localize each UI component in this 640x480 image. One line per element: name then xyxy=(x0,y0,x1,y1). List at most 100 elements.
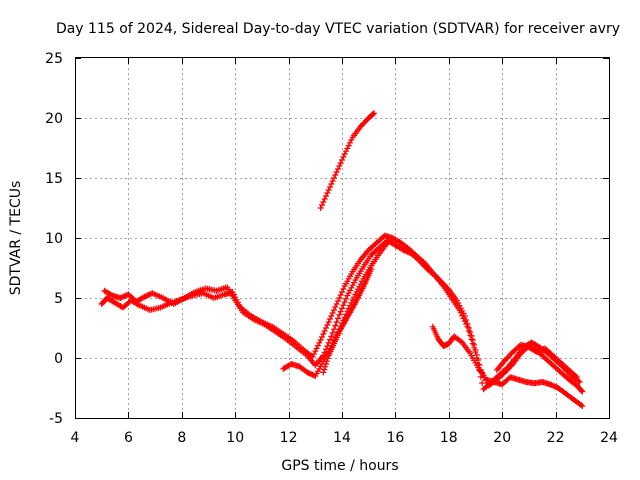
data-point xyxy=(337,160,344,166)
data-point xyxy=(325,187,332,193)
data-point xyxy=(334,298,341,304)
data-point xyxy=(467,332,474,339)
data-point xyxy=(313,345,320,352)
data-point xyxy=(322,361,329,367)
data-point xyxy=(330,307,337,313)
data-point xyxy=(459,312,466,319)
data-point xyxy=(464,323,471,330)
data-point xyxy=(384,239,391,246)
data-point xyxy=(321,328,328,334)
data-point xyxy=(324,355,331,362)
data-point xyxy=(328,313,335,319)
data-point xyxy=(326,184,333,190)
data-point xyxy=(460,315,467,322)
y-tick-label: 10 xyxy=(45,231,63,247)
data-point xyxy=(334,315,341,322)
data-point xyxy=(328,333,335,340)
data-point xyxy=(321,366,328,373)
data-point xyxy=(328,181,335,187)
data-point xyxy=(322,325,329,331)
data-point xyxy=(318,334,325,340)
data-point xyxy=(317,205,324,211)
data-point xyxy=(578,387,585,394)
data-point xyxy=(343,148,350,155)
data-point xyxy=(333,319,340,325)
data-point xyxy=(468,336,475,343)
data-point xyxy=(337,292,344,298)
data-point xyxy=(321,196,328,202)
y-tick-label: 15 xyxy=(45,171,63,187)
tick-labels: 4 6 8 10 12 14 16 18 20 22 24 -5 0 5 10 15 20 25 xyxy=(45,51,618,446)
y-tick-label: 20 xyxy=(45,111,63,127)
data-point xyxy=(573,374,580,381)
data-point xyxy=(572,373,579,379)
data-point xyxy=(579,403,586,409)
data-point xyxy=(340,286,347,292)
data-point xyxy=(347,139,354,146)
y-tick-label: 5 xyxy=(54,291,63,307)
data-point xyxy=(477,373,484,380)
data-point xyxy=(349,297,356,303)
data-point xyxy=(336,163,343,169)
data-point xyxy=(341,151,348,157)
data-point xyxy=(461,318,468,325)
series-track-c xyxy=(317,110,378,211)
data-point xyxy=(577,402,584,408)
data-point xyxy=(457,309,464,316)
data-point xyxy=(324,190,331,196)
chart-title: Day 115 of 2024, Sidereal Day-to-day VTE… xyxy=(56,21,620,37)
data-point xyxy=(371,110,378,117)
data-point xyxy=(370,111,377,117)
data-point xyxy=(343,295,350,302)
data-point xyxy=(465,328,472,334)
data-point xyxy=(322,193,329,199)
data-point xyxy=(575,378,582,384)
data-point xyxy=(463,321,470,327)
data-point xyxy=(576,379,583,385)
data-point xyxy=(314,342,321,349)
series-track-e xyxy=(429,323,586,409)
data-point xyxy=(368,266,375,273)
data-point xyxy=(336,295,343,301)
x-tick-label: 16 xyxy=(386,430,404,446)
data-point xyxy=(329,178,336,184)
data-point xyxy=(316,339,323,346)
y-tick-label: 25 xyxy=(45,51,63,67)
data-point xyxy=(472,349,479,355)
data-point xyxy=(503,365,510,372)
data-point xyxy=(318,202,325,208)
data-point xyxy=(344,145,351,152)
x-tick-label: 12 xyxy=(280,430,298,446)
data-point xyxy=(332,172,339,178)
x-tick-label: 6 xyxy=(124,430,133,446)
data-point xyxy=(457,338,464,345)
data-point xyxy=(108,291,115,298)
x-tick-label: 14 xyxy=(333,430,351,446)
data-point xyxy=(324,322,331,328)
data-point xyxy=(339,289,345,295)
y-tick-label: 0 xyxy=(54,351,63,367)
data-point xyxy=(348,137,355,143)
data-point xyxy=(330,326,337,333)
data-point xyxy=(336,311,343,318)
x-tick-label: 20 xyxy=(493,430,511,446)
data-point xyxy=(312,348,319,355)
data-points xyxy=(98,110,586,409)
data-point xyxy=(339,157,345,163)
data-point xyxy=(333,169,340,175)
x-tick-label: 4 xyxy=(71,430,80,446)
data-point xyxy=(329,329,336,336)
series-track-f xyxy=(320,266,375,376)
data-point xyxy=(340,302,347,309)
data-point xyxy=(337,308,344,315)
data-point xyxy=(320,199,327,205)
data-point xyxy=(361,119,368,126)
data-point xyxy=(323,358,330,365)
plot-frame xyxy=(75,57,610,419)
data-point xyxy=(320,369,327,376)
x-tick-label: 22 xyxy=(547,430,565,446)
data-point xyxy=(332,304,339,310)
data-point xyxy=(317,337,324,343)
x-axis-label: GPS time / hours xyxy=(281,458,398,474)
data-point xyxy=(479,380,486,386)
